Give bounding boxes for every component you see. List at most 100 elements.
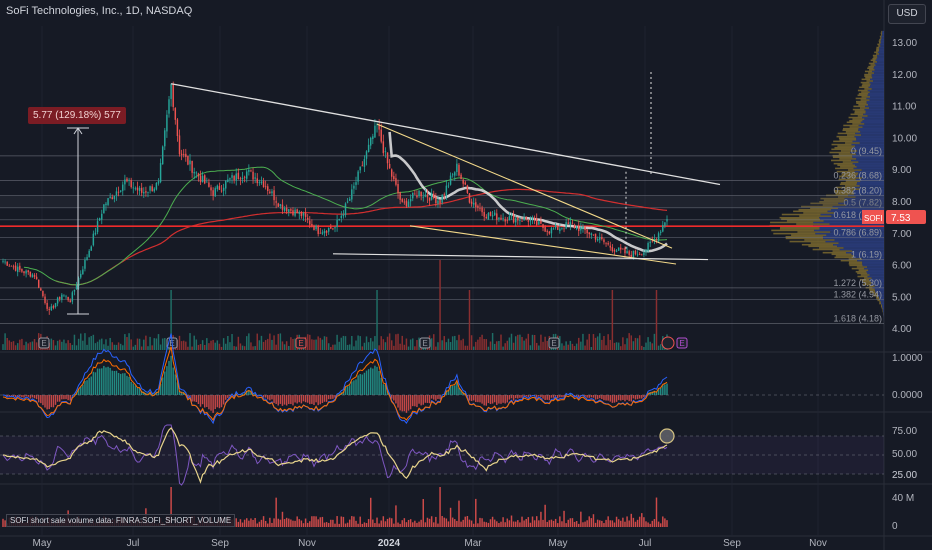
candle [605,242,607,244]
volume-profile-bar [870,64,876,66]
volume-bar [588,333,590,350]
fib-level-label: 1.272 (5.30) [833,278,882,288]
volume-profile-bar [861,91,870,93]
candle [369,137,372,146]
volume-bar [88,337,90,350]
volume-bar [122,345,124,350]
volume-profile-bar [822,251,846,254]
macd-bar [372,368,374,395]
volume-profile-bar [823,199,847,202]
candle [414,193,416,195]
volume-bar [405,338,408,350]
macd-histogram [4,355,668,413]
volume-bar [634,337,637,350]
volume-bar [12,341,15,350]
macd-bar [172,367,174,395]
macd-bar [634,395,637,400]
macd-bar [594,395,597,400]
macd-bar [460,389,462,395]
candle [557,226,559,230]
candle [126,178,128,182]
candle [6,261,8,266]
volume-profile-bar [872,61,878,63]
volume-profile-bar [877,294,884,297]
volume-bar [510,333,513,350]
macd-bar [573,395,576,397]
volume-bar [384,342,387,350]
candle [14,265,17,271]
volume-profile-bar [857,181,884,184]
volume-bar [323,336,326,350]
short-volume-bar [449,507,452,527]
candle [325,230,328,233]
macd-tick-label: 0.0000 [892,390,923,401]
volume-bar [313,339,315,350]
macd-bar [554,395,557,397]
lightning-icon[interactable] [661,336,675,350]
macd-bar [481,395,483,404]
candle [46,302,48,309]
short-volume-bar [403,518,406,527]
candle [119,190,122,192]
short-volume-bar [653,519,656,527]
volume-bar [84,333,86,350]
volume-profile-bar [861,169,884,171]
volume-bar [262,341,265,350]
candle [174,108,177,120]
volume-profile-bar [840,150,858,152]
volume-bar [178,335,181,350]
volume-profile-bar [823,237,884,240]
macd-bar [63,395,65,400]
macd-bar [451,385,454,395]
candle [533,218,536,220]
volume-bar [105,339,107,350]
candle [201,175,204,183]
macd-bar [439,395,441,400]
short-volume-bar [407,519,410,527]
macd-bar [269,395,271,401]
volume-bar [519,334,521,350]
volume-profile-bar [864,118,884,120]
volume-profile-bar [858,104,869,106]
short-volume-bar [451,517,454,527]
macd-bar [218,395,221,409]
macd-bar [317,395,319,406]
candle [472,202,475,205]
candle [554,225,557,228]
symbol-title[interactable]: SoFi Technologies, Inc., 1D, NASDAQ [6,5,193,17]
volume-profile-bar [780,226,820,229]
candle [222,187,225,191]
macd-bar [6,395,8,397]
volume-bar [311,339,313,350]
candle [433,193,435,198]
currency-button[interactable]: USD [888,4,926,24]
macd-bar [344,386,347,395]
candle [510,215,513,217]
rsi-tick-label: 50.00 [892,449,917,460]
short-volume-bar [615,516,618,527]
macd-line [2,333,668,425]
macd-bar [98,368,101,395]
macd-bar [216,395,219,408]
candle [241,177,244,179]
short-volume-bar [493,519,496,527]
volume-bar [386,336,389,350]
volume-profile-bar [859,278,870,281]
volume-profile-bar [831,148,852,151]
short-volume-bar [552,520,555,527]
candle [260,181,263,184]
volume-bar [456,340,458,350]
candle [225,180,227,189]
macd-bar [546,395,548,400]
candle [632,250,635,259]
volume-bar [52,340,55,350]
macd-bar [466,395,469,397]
short-volume-bar [416,522,418,527]
candle [233,175,235,181]
volume-profile-bar [839,248,884,251]
volume-bar [86,344,88,350]
volume-bar [573,346,576,350]
short-volume-bar [596,519,599,527]
volume-bar [94,343,97,350]
